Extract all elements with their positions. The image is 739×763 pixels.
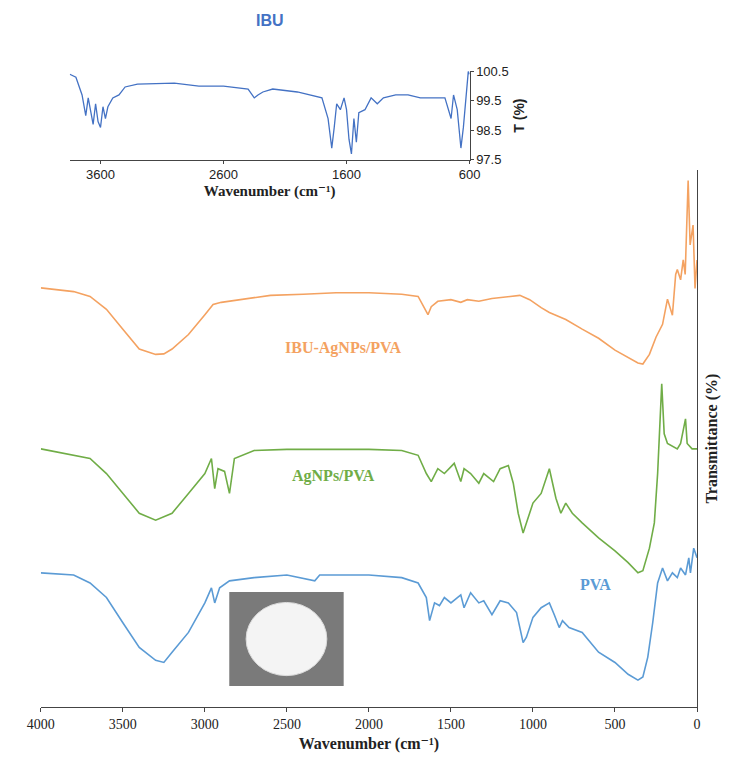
svg-text:1500: 1500 [437, 717, 465, 732]
svg-text:1600: 1600 [332, 167, 361, 182]
svg-text:1000: 1000 [519, 717, 547, 732]
svg-text:4000: 4000 [27, 717, 55, 732]
svg-text:2000: 2000 [355, 717, 383, 732]
svg-text:98.5: 98.5 [476, 123, 501, 138]
svg-text:3500: 3500 [109, 717, 137, 732]
svg-text:2600: 2600 [209, 167, 238, 182]
svg-text:500: 500 [604, 717, 625, 732]
svg-text:99.5: 99.5 [476, 93, 501, 108]
svg-text:Wavenumber (cm⁻¹): Wavenumber (cm⁻¹) [204, 183, 336, 200]
svg-text:3000: 3000 [191, 717, 219, 732]
svg-text:T (%): T (%) [511, 98, 527, 132]
svg-text:Wavenumber (cm⁻¹): Wavenumber (cm⁻¹) [299, 735, 439, 753]
svg-text:100.5: 100.5 [476, 64, 509, 79]
svg-text:AgNPs/PVA: AgNPs/PVA [292, 467, 375, 485]
svg-text:600: 600 [459, 167, 481, 182]
svg-text:0: 0 [694, 717, 701, 732]
svg-text:IBU: IBU [256, 12, 284, 29]
svg-text:IBU-AgNPs/PVA: IBU-AgNPs/PVA [285, 339, 402, 357]
svg-text:PVA: PVA [580, 576, 611, 593]
svg-text:Transmittance (%): Transmittance (%) [703, 374, 721, 504]
svg-text:2500: 2500 [273, 717, 301, 732]
svg-text:3600: 3600 [86, 167, 115, 182]
svg-text:97.5: 97.5 [476, 152, 501, 167]
